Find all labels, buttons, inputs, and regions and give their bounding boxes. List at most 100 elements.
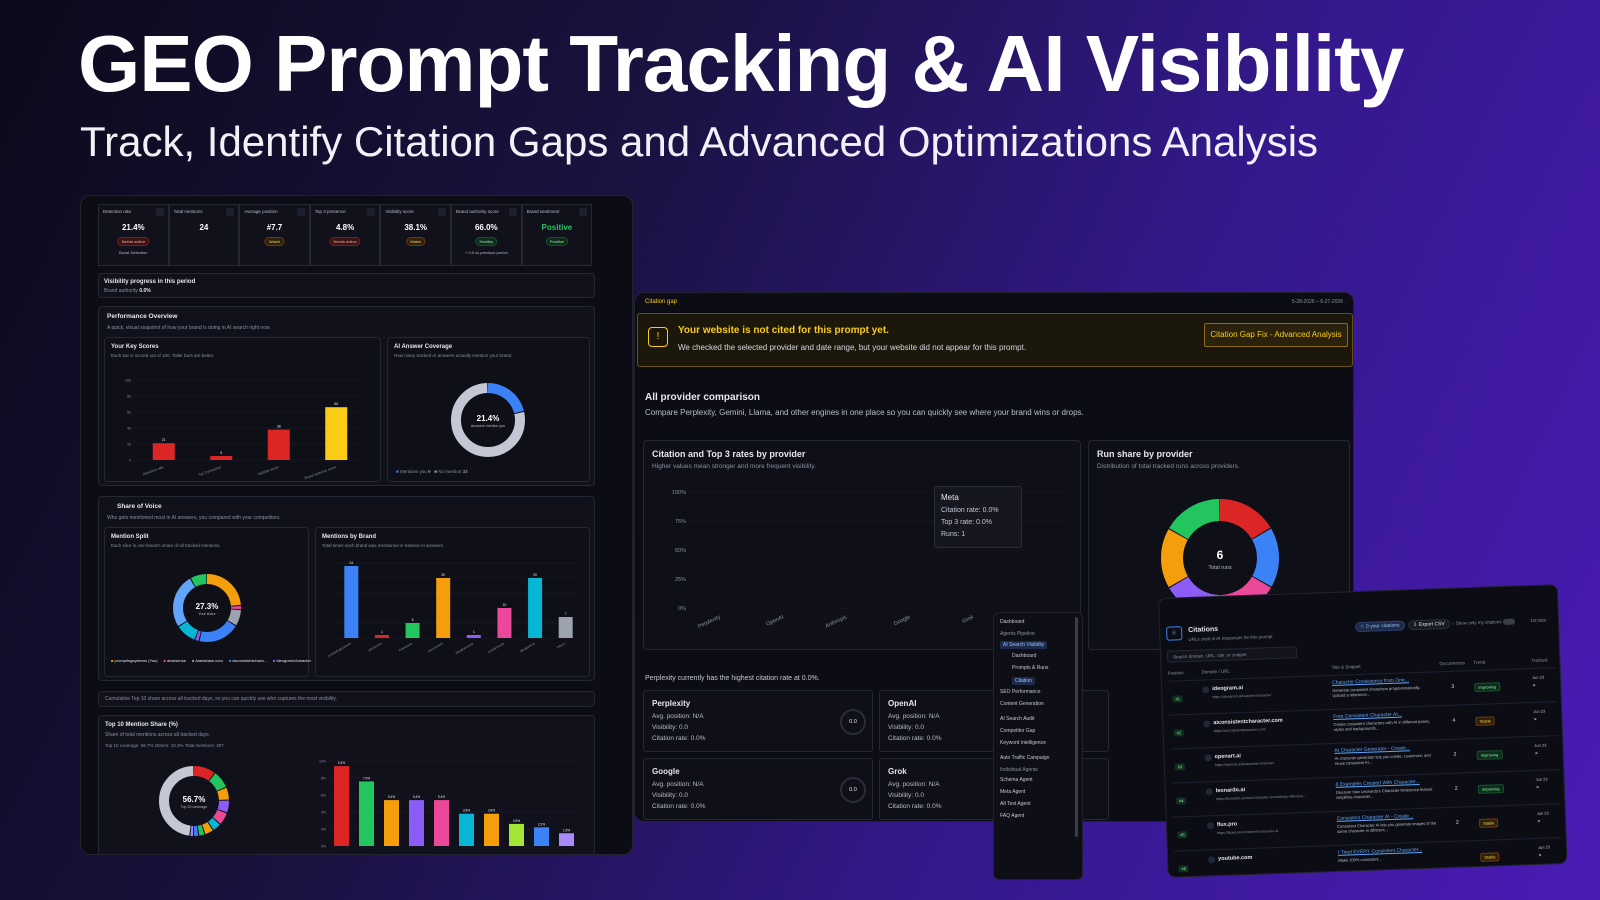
export-csv-button[interactable]: ⇩ Export CSV bbox=[1407, 618, 1450, 631]
provider-avg-position: Avg. position: N/A bbox=[652, 781, 704, 788]
position-badge: #2 bbox=[1173, 729, 1185, 737]
domain-url[interactable]: https://openart.ai/features/ai-character bbox=[1214, 761, 1275, 768]
citation-gap-fix-button[interactable]: Citation Gap Fix - Advanced Analysis bbox=[1204, 323, 1348, 347]
your-citations-button[interactable]: ☆ 0 your citations bbox=[1354, 620, 1405, 633]
sidebar-item[interactable]: AI Search Audit bbox=[1000, 716, 1035, 722]
citation-snippet: AI character generator lets you create, … bbox=[1334, 752, 1431, 766]
sidebar-item[interactable]: Competitor Gap bbox=[1000, 728, 1036, 734]
top10-chart: 0% 2% 4% 6% 8% 10% 9.4% 7.6% 5.4% 5.4% 5.4% 3.8% 3.8… bbox=[319, 760, 579, 849]
occurrences: 2 bbox=[1454, 785, 1458, 792]
bar bbox=[405, 623, 420, 638]
bar-label: 21 bbox=[162, 438, 166, 442]
sidebar-item[interactable]: Alt Text Agent bbox=[1000, 801, 1031, 807]
metric-info-icon bbox=[367, 208, 376, 216]
column-header: Tracked bbox=[1531, 657, 1548, 664]
y-tick: 80 bbox=[127, 395, 131, 399]
metric-value: #7.7 bbox=[266, 223, 283, 232]
bar-label: 20 bbox=[441, 573, 445, 577]
provider-visibility: Visibility: 0.0 bbox=[888, 724, 925, 731]
y-tick: 0% bbox=[321, 845, 326, 849]
bar bbox=[459, 813, 474, 846]
sidebar-item: Agents Pipeline bbox=[1000, 631, 1035, 637]
performance-title: Performance Overview bbox=[107, 313, 178, 320]
occurrences: 3 bbox=[1451, 683, 1455, 690]
citation-title-link[interactable]: Consistent Character AI - Create... bbox=[1336, 813, 1414, 822]
bar-label: 2.6% bbox=[513, 819, 520, 823]
trend-badge: Stable bbox=[1478, 818, 1499, 828]
legend-item: ■ aiconsistentchara... bbox=[228, 658, 267, 663]
mention-split-title: Mention Split bbox=[111, 534, 149, 540]
position-badge: #4 bbox=[1175, 797, 1187, 805]
sov-title: Share of Voice bbox=[117, 503, 162, 510]
progress-sub: Brand authority 0.0% bbox=[104, 288, 151, 294]
sidebar-item[interactable]: Keyword intelligence bbox=[1000, 740, 1046, 746]
top10-card: Top 10 Mention Share (%) Share of total … bbox=[98, 715, 595, 854]
column-header: Trend bbox=[1473, 659, 1486, 666]
bar bbox=[325, 407, 348, 460]
position-badge: #1 bbox=[1172, 695, 1184, 703]
bar bbox=[409, 800, 424, 846]
tooltip-title: Meta bbox=[941, 493, 959, 502]
alert-title: Your website is not cited for this promp… bbox=[678, 325, 889, 336]
bar-label: 5.4% bbox=[413, 795, 420, 799]
donut-center-label: Top 10 coverage bbox=[181, 805, 208, 809]
domain-name: youtube.com bbox=[1218, 854, 1253, 863]
donut-center-value: 27.3% bbox=[196, 602, 219, 611]
y-tick: 4% bbox=[321, 811, 326, 815]
donut-slice bbox=[173, 574, 241, 642]
y-tick: 8% bbox=[321, 777, 326, 781]
sidebar-item[interactable]: AI Search Visibility bbox=[1000, 641, 1048, 649]
x-tick: promptingsystems bbox=[327, 641, 352, 658]
warning-icon: ! bbox=[648, 327, 668, 347]
bar-label: 1.5% bbox=[563, 828, 570, 832]
sidebar-item[interactable]: Citation bbox=[1012, 677, 1035, 685]
domain-url[interactable]: https://fluxai.pro/consistent-character-… bbox=[1217, 828, 1279, 836]
tooltip-line: Citation rate: 0.0% bbox=[941, 507, 999, 514]
metric-badge: Healthy bbox=[475, 237, 498, 246]
occurrences: 4 bbox=[1452, 717, 1456, 724]
tooltip-line: Top 3 rate: 0.0% bbox=[941, 519, 992, 526]
bar-label: 5 bbox=[412, 618, 414, 622]
performance-desc: A quick, visual snapshot of how your bra… bbox=[107, 325, 271, 331]
donut-slice bbox=[173, 574, 241, 642]
trend-badge: Improving bbox=[1476, 750, 1503, 760]
show-mine-toggle[interactable]: ⌕ Show only my citations bbox=[1452, 618, 1515, 627]
sidebar-item[interactable]: Dashboard bbox=[1000, 619, 1025, 625]
top10-desc: Share of total mentions across all track… bbox=[105, 732, 211, 738]
provider-score-ring: 0.0 bbox=[840, 709, 866, 735]
sidebar-item[interactable]: Content Generation bbox=[1000, 701, 1044, 707]
sidebar-item[interactable]: Prompts & Runs bbox=[1012, 665, 1049, 671]
hero-subtitle: Track, Identify Citation Gaps and Advanc… bbox=[80, 118, 1319, 165]
flag-icon: ⚑ bbox=[1535, 784, 1540, 790]
trend-badge: Stable bbox=[1480, 852, 1500, 862]
sidebar-item[interactable]: SEO Performance bbox=[1000, 689, 1041, 695]
provider-name: Grok bbox=[888, 767, 907, 776]
link-icon: ⎘ bbox=[1166, 626, 1183, 641]
bar-label: 2.2% bbox=[538, 822, 545, 826]
sidebar-scrollbar[interactable] bbox=[1075, 617, 1078, 837]
citation-search-input[interactable]: Search domain, URL, title, or snippet bbox=[1166, 646, 1298, 663]
x-tick: aiconsistent bbox=[427, 641, 444, 653]
trend-badge: Improving bbox=[1477, 784, 1504, 794]
domain-name: ideogram.ai bbox=[1212, 685, 1244, 693]
sidebar-item[interactable]: Meta Agent bbox=[1000, 789, 1026, 795]
sidebar-item[interactable]: FAQ Agent bbox=[1000, 813, 1025, 819]
bar-label: 38 bbox=[277, 425, 281, 429]
sidebar-item[interactable]: Auto Traffic Campaign bbox=[1000, 755, 1050, 761]
app-sidebar: Dashboard Agents Pipeline AI Search Visibi… bbox=[993, 612, 1083, 880]
domain-url[interactable]: https://aiconsistentcharacter.com/ bbox=[1213, 727, 1266, 734]
top10-stats: Top 10 coverage: 56.7% Others: 43.3% Tot… bbox=[105, 743, 224, 748]
bar-label: 24 bbox=[349, 561, 353, 565]
metric-badge: Watch bbox=[406, 237, 426, 246]
domain-url[interactable]: https://leonardo.ai/news/character-consi… bbox=[1215, 793, 1307, 802]
domain-url[interactable]: https://ideogram.ai/features/character/ bbox=[1212, 693, 1272, 700]
citation-title-link[interactable]: AI Character Generator - Create... bbox=[1334, 745, 1411, 754]
sov-desc: Who gets mentioned most in AI answers, y… bbox=[107, 515, 281, 521]
y-tick: 100% bbox=[672, 490, 686, 496]
sidebar-item[interactable]: Dashboard bbox=[1012, 653, 1037, 659]
sidebar-item[interactable]: Schema Agent bbox=[1000, 777, 1033, 783]
citation-title-link[interactable]: Free Consistent Character AI... bbox=[1333, 711, 1402, 720]
x-tick: Top 3 presence bbox=[198, 465, 222, 477]
metric-info-icon bbox=[437, 208, 446, 216]
coverage-title: AI Answer Coverage bbox=[394, 344, 453, 350]
